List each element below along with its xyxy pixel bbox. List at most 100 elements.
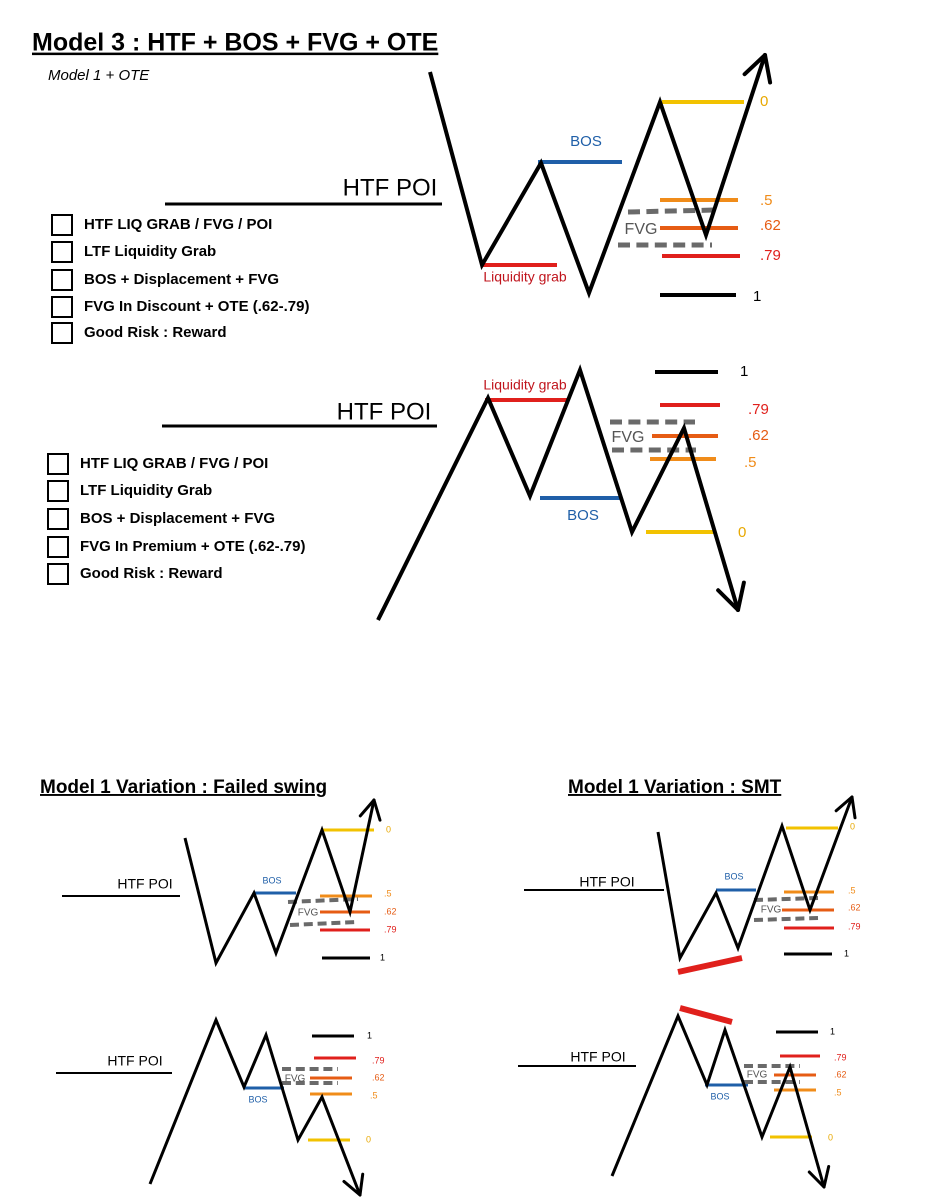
price-path (656, 796, 854, 963)
fvg-label: FVG (761, 905, 782, 916)
checklist-item: FVG In Premium + OTE (.62-.79) (80, 538, 305, 555)
checkbox (47, 536, 69, 558)
level-label: 1 (380, 952, 385, 962)
checklist-item: HTF LIQ GRAB / FVG / POI (84, 216, 272, 233)
level-label: .79 (848, 921, 861, 931)
bos-label: BOS (570, 133, 602, 150)
checkbox (51, 241, 73, 263)
checklist-item: FVG In Discount + OTE (.62-.79) (84, 298, 309, 315)
level-label: 1 (830, 1026, 835, 1036)
section-title: Model 1 Variation : SMT (568, 777, 782, 798)
arrow-head (834, 795, 854, 813)
fvg-dash (289, 920, 358, 927)
arrow-head (850, 795, 857, 820)
level-label: .5 (384, 888, 392, 898)
level-label: .62 (384, 906, 397, 916)
arrow-head (763, 53, 773, 85)
fvg-label: FVG (298, 908, 319, 919)
price-path (376, 364, 740, 621)
level-label: .62 (372, 1072, 385, 1082)
poi-label: HTF POI (343, 174, 438, 201)
arrow-head (372, 798, 382, 822)
level-label: .79 (384, 924, 397, 934)
price-path (428, 54, 767, 299)
level-label: .62 (748, 427, 769, 444)
fvg-label: FVG (285, 1074, 306, 1085)
level-label: 0 (738, 524, 746, 541)
level-label: .5 (370, 1090, 378, 1100)
fvg-label: FVG (625, 221, 658, 238)
checkbox (47, 453, 69, 475)
checklist-item: BOS + Displacement + FVG (84, 271, 279, 288)
checkbox (47, 480, 69, 502)
level-label: .62 (760, 217, 781, 234)
poi-label: HTF POI (337, 398, 432, 425)
bos-label: BOS (248, 1094, 267, 1104)
fvg-dash (753, 896, 819, 902)
checklist-item: BOS + Displacement + FVG (80, 510, 275, 527)
smt-line (677, 955, 743, 975)
level-label: 0 (828, 1132, 833, 1142)
checkbox (51, 322, 73, 344)
main-title: Model 3 : HTF + BOS + FVG + OTE (32, 29, 438, 57)
checklist-item: LTF Liquidity Grab (80, 482, 212, 499)
level-label: 1 (740, 363, 748, 380)
arrow-head (822, 1165, 831, 1189)
arrow-head (807, 1170, 826, 1189)
liquidity-label: Liquidity grab (483, 377, 566, 393)
fvg-dash (753, 916, 819, 922)
fvg-label: FVG (612, 429, 645, 446)
poi-label: HTF POI (570, 1049, 625, 1065)
poi-label: HTF POI (107, 1053, 162, 1069)
level-label: .62 (834, 1069, 847, 1079)
level-label: 0 (760, 93, 768, 110)
bos-label: BOS (724, 871, 743, 881)
bos-label: BOS (567, 507, 599, 524)
level-label: .62 (848, 902, 861, 912)
level-label: 0 (366, 1134, 371, 1144)
checkbox (47, 563, 69, 585)
checkbox (47, 508, 69, 530)
liquidity-label: Liquidity grab (483, 269, 566, 285)
fvg-label: FVG (747, 1070, 768, 1081)
level-label: .5 (744, 454, 757, 471)
checklist-item: HTF LIQ GRAB / FVG / POI (80, 455, 268, 472)
arrow-head (742, 53, 767, 77)
level-label: .79 (760, 247, 781, 264)
level-label: 1 (367, 1030, 372, 1040)
bos-label: BOS (262, 875, 281, 885)
level-label: .79 (748, 401, 769, 418)
level-label: .5 (848, 885, 856, 895)
level-label: .5 (760, 192, 773, 209)
arrow-head (716, 588, 740, 612)
bos-label: BOS (710, 1091, 729, 1101)
checklist-item: Good Risk : Reward (84, 324, 227, 341)
arrow-head (358, 1172, 365, 1197)
checkbox (51, 296, 73, 318)
checklist-item: LTF Liquidity Grab (84, 243, 216, 260)
level-label: 0 (386, 824, 391, 834)
price-path (610, 1012, 826, 1188)
price-path (183, 799, 376, 968)
level-label: .5 (834, 1087, 842, 1097)
subtitle: Model 1 + OTE (48, 67, 150, 84)
poi-label: HTF POI (117, 876, 172, 892)
level-label: 0 (850, 821, 855, 831)
level-label: 1 (753, 288, 761, 305)
arrow-head (358, 798, 376, 818)
checkbox (51, 269, 73, 291)
poi-label: HTF POI (579, 874, 634, 890)
arrow-head (342, 1179, 362, 1197)
level-label: .79 (834, 1052, 847, 1062)
checkbox (51, 214, 73, 236)
level-label: .79 (372, 1055, 385, 1065)
section-title: Model 1 Variation : Failed swing (40, 777, 327, 798)
fvg-dash (627, 207, 717, 215)
smt-line (679, 1005, 733, 1025)
level-label: 1 (844, 948, 849, 958)
price-path (148, 1016, 362, 1196)
checklist-item: Good Risk : Reward (80, 565, 223, 582)
arrow-head (736, 580, 746, 612)
